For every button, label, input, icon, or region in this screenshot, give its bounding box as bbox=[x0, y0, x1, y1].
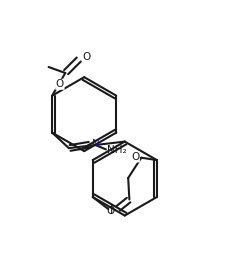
Text: NH₂: NH₂ bbox=[107, 145, 127, 155]
Text: O: O bbox=[56, 79, 64, 89]
Text: I: I bbox=[110, 204, 114, 217]
Text: N: N bbox=[92, 139, 100, 149]
Text: O: O bbox=[83, 52, 91, 62]
Text: O: O bbox=[131, 152, 139, 162]
Text: O: O bbox=[106, 206, 114, 216]
